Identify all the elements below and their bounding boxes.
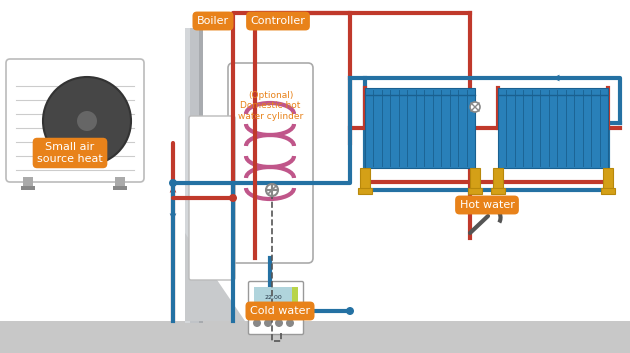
Bar [292,287,298,308]
Bar [601,188,615,194]
Bar [185,28,190,323]
Bar [603,168,613,190]
Circle shape [470,102,480,112]
Bar [470,168,480,190]
Bar [0,321,630,353]
Bar [199,28,203,323]
Bar [254,287,292,308]
Bar [491,188,505,194]
Bar [23,177,33,187]
Circle shape [346,307,354,315]
Polygon shape [185,233,245,321]
Bar [185,28,203,323]
Circle shape [264,319,272,327]
FancyBboxPatch shape [248,281,304,335]
Text: Boiler: Boiler [197,16,229,26]
Text: 22.00: 22.00 [264,295,282,300]
Bar [493,168,503,190]
Circle shape [77,111,97,131]
Circle shape [266,184,278,196]
Bar [498,88,608,168]
Circle shape [253,319,261,327]
Circle shape [229,194,237,202]
Bar [115,177,125,187]
Bar [113,186,127,190]
Text: Cold water: Cold water [250,306,310,316]
Bar [360,168,370,190]
FancyBboxPatch shape [228,63,313,263]
Bar [21,186,35,190]
Text: Small air
source heat: Small air source heat [37,142,103,164]
Circle shape [286,319,294,327]
FancyBboxPatch shape [6,59,144,182]
Text: Controller: Controller [251,16,306,26]
Text: (Optional)
Domestic hot
water cylinder: (Optional) Domestic hot water cylinder [238,91,303,121]
Bar [365,88,475,168]
Text: Hot water: Hot water [459,200,515,210]
Circle shape [43,77,131,165]
Circle shape [169,179,177,187]
Bar [468,188,482,194]
Bar [358,188,372,194]
FancyBboxPatch shape [189,116,235,280]
Circle shape [275,319,283,327]
